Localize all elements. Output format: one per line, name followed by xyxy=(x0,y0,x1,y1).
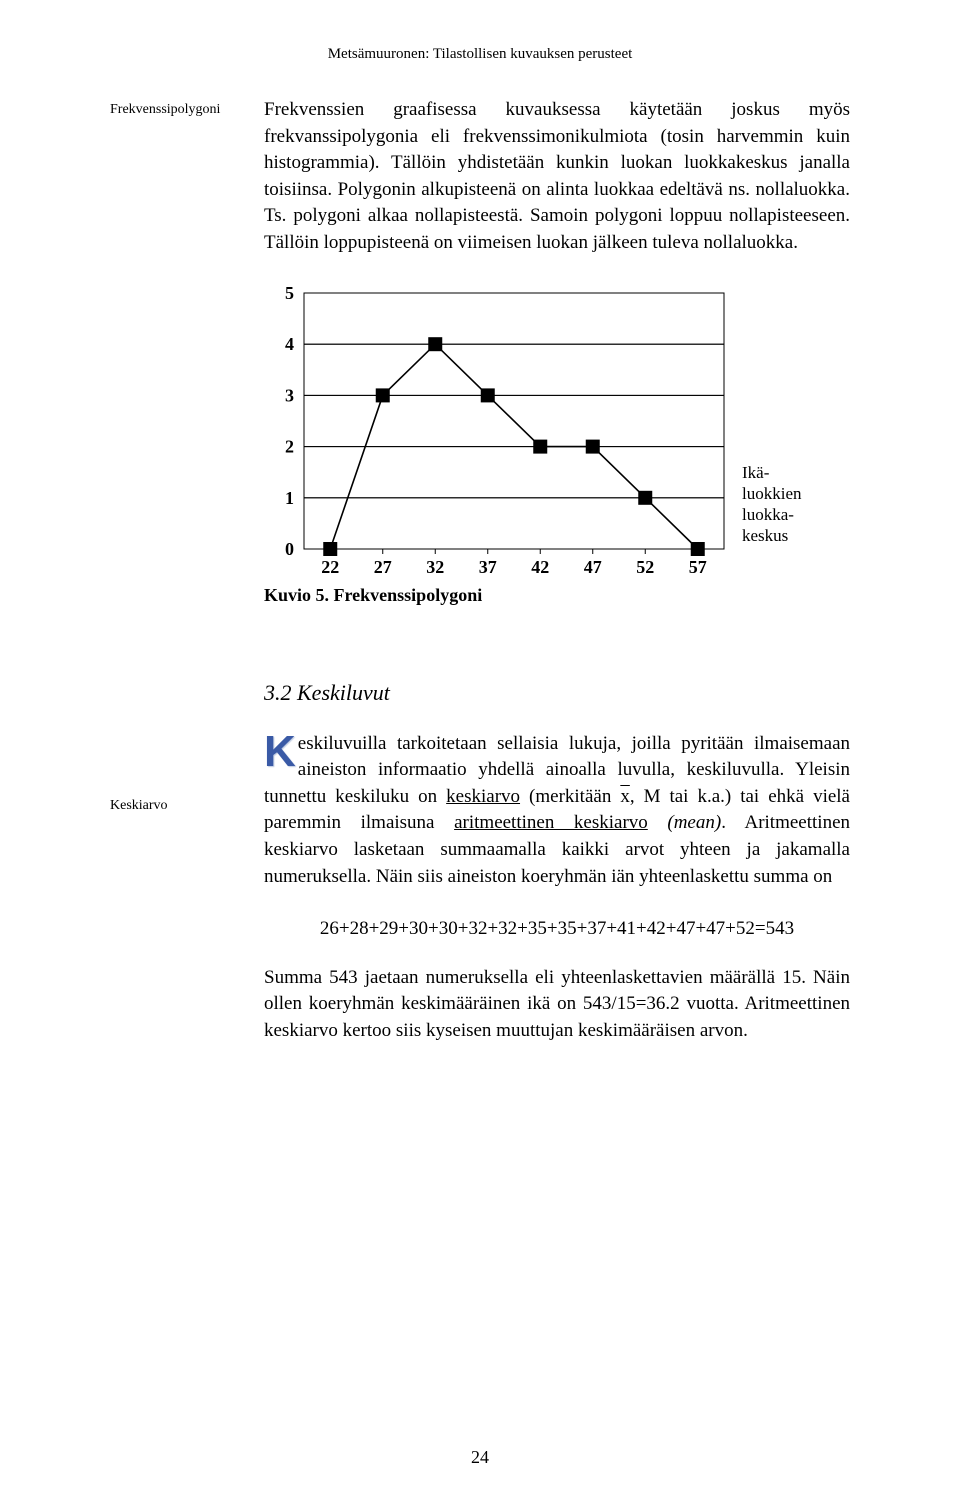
para2-mid1: (merkitään xyxy=(520,786,620,807)
paragraph-3: Summa 543 jaetaan numeruksella eli yhtee… xyxy=(264,965,850,1045)
svg-text:4: 4 xyxy=(285,334,294,354)
svg-text:32: 32 xyxy=(426,557,444,577)
svg-text:f: f xyxy=(288,283,295,285)
para2-italic: (mean) xyxy=(648,812,721,833)
svg-text:42: 42 xyxy=(531,557,549,577)
svg-text:3: 3 xyxy=(285,385,294,405)
margin-label-2: Keskiarvo xyxy=(110,731,264,816)
block-2: Keskiarvo Keskiluvuilla tarkoitetaan sel… xyxy=(110,731,850,1071)
frequency-polygon-chart: 0 1 2 3 4 5f 22 27 32 37 42 47 52 57 Ikä- luokkien lu… xyxy=(264,283,850,608)
page-number: 24 xyxy=(0,1447,960,1468)
paragraph-1: Frekvenssien graafisessa kuvauksessa käy… xyxy=(264,97,850,257)
dropcap: K xyxy=(264,731,298,770)
block-heading: 3.2 Keskiluvut xyxy=(110,638,850,731)
running-header: Metsämuuronen: Tilastollisen kuvauksen p… xyxy=(110,46,850,63)
xbar-symbol: x xyxy=(620,784,630,811)
para2-underline-2: aritmeettinen keskiarvo xyxy=(454,812,648,833)
paragraph-2: Keskiluvuilla tarkoitetaan sellaisia luk… xyxy=(264,731,850,891)
svg-text:57: 57 xyxy=(689,557,707,577)
svg-text:37: 37 xyxy=(479,557,497,577)
svg-text:22: 22 xyxy=(321,557,339,577)
para2-underline-1: keskiarvo xyxy=(446,786,520,807)
x-axis-annotation: Ikä- luokkien luokka- keskus xyxy=(742,462,802,547)
margin-label-1: Frekvenssipolygoni xyxy=(110,97,264,120)
svg-text:0: 0 xyxy=(285,539,294,559)
svg-text:47: 47 xyxy=(584,557,602,577)
svg-text:52: 52 xyxy=(636,557,654,577)
block-1: Frekvenssipolygoni Frekvenssien graafise… xyxy=(110,97,850,638)
svg-text:2: 2 xyxy=(285,436,294,456)
section-heading-3-2: 3.2 Keskiluvut xyxy=(264,678,850,709)
chart-svg: 0 1 2 3 4 5f 22 27 32 37 42 47 52 57 xyxy=(264,283,734,583)
chart-caption: Kuvio 5. Frekvenssipolygoni xyxy=(264,583,850,608)
svg-text:5: 5 xyxy=(285,283,294,303)
page-container: Metsämuuronen: Tilastollisen kuvauksen p… xyxy=(0,0,960,1500)
svg-text:27: 27 xyxy=(374,557,392,577)
svg-text:1: 1 xyxy=(285,487,294,507)
equation: 26+28+29+30+30+32+32+35+35+37+41+42+47+4… xyxy=(264,916,850,943)
